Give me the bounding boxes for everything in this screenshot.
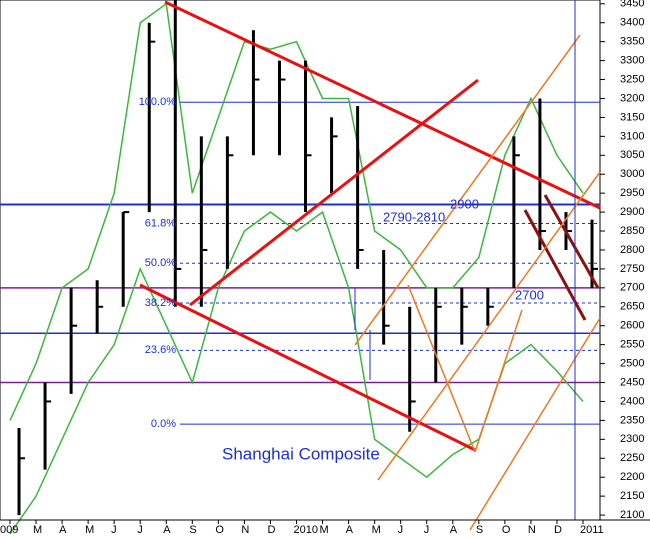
y-tick-label: 2150 xyxy=(620,490,644,502)
x-tick-label: S xyxy=(476,524,483,536)
y-tick-label: 2700 xyxy=(620,282,644,294)
chart-title: Shanghai Composite xyxy=(222,444,380,463)
y-tick-label: 2600 xyxy=(620,320,644,332)
x-tick-label: O xyxy=(215,524,224,536)
x-tick-label: D xyxy=(554,524,562,536)
x-tick-label: M xyxy=(372,524,381,536)
fib-label: 0.0% xyxy=(151,418,176,430)
x-tick-label: D xyxy=(267,524,275,536)
y-tick-label: 2850 xyxy=(620,225,644,237)
marks xyxy=(0,0,600,535)
x-tick-label: O xyxy=(502,524,511,536)
annotation: 2790-2810 xyxy=(383,209,445,224)
x-tick-label: M xyxy=(85,524,94,536)
y-tick-label: 3400 xyxy=(620,17,644,29)
x-tick-label: N xyxy=(241,524,249,536)
x-tick-label: J xyxy=(424,524,430,536)
y-tick-label: 3000 xyxy=(620,168,644,180)
y-tick-label: 2650 xyxy=(620,301,644,313)
x-tick-label: J xyxy=(111,524,117,536)
x-tick-label: 2010 xyxy=(294,524,318,536)
fib-label: 23.6% xyxy=(145,344,176,356)
y-tick-label: 2250 xyxy=(620,452,644,464)
x-tick-label: A xyxy=(346,524,354,536)
annotation: 2700 xyxy=(515,287,544,302)
x-tick-label: J xyxy=(137,524,143,536)
channel-line xyxy=(469,317,601,531)
y-tick-label: 3050 xyxy=(620,149,644,161)
y-tick-label: 2800 xyxy=(620,244,644,256)
x-tick-label: 009 xyxy=(0,524,18,536)
fib-label: 61.8% xyxy=(145,217,176,229)
y-tick-label: 2900 xyxy=(620,206,644,218)
y-tick-label: 3350 xyxy=(620,36,644,48)
x-tick-label: S xyxy=(189,524,196,536)
band-upper xyxy=(9,2,584,421)
y-tick-label: 2550 xyxy=(620,339,644,351)
plot-area xyxy=(0,0,601,521)
channel-line xyxy=(377,171,601,481)
trendline xyxy=(543,194,600,289)
y-tick-label: 2750 xyxy=(620,263,644,275)
x-tick-label: J xyxy=(398,524,404,536)
y-tick-label: 2500 xyxy=(620,357,644,369)
trendlines xyxy=(139,0,601,531)
y-tick-label: 3100 xyxy=(620,130,644,142)
fib-label: 38.2% xyxy=(145,297,176,309)
trendline xyxy=(164,0,601,210)
y-tick-label: 2200 xyxy=(620,471,644,483)
channel-line xyxy=(407,284,476,453)
fib-label: 50.0% xyxy=(145,257,176,269)
x-tick-label: M xyxy=(33,524,42,536)
y-tick-label: 3150 xyxy=(620,111,644,123)
y-tick-label: 3250 xyxy=(620,73,644,85)
channel-line xyxy=(354,34,581,346)
x-tick-label: M xyxy=(320,524,329,536)
x-tick-label: N xyxy=(528,524,536,536)
y-tick-label: 2350 xyxy=(620,414,644,426)
fib-label: 100.0% xyxy=(139,96,177,108)
y-tick-label: 3300 xyxy=(620,55,644,67)
x-tick-label: A xyxy=(59,524,67,536)
annotation: 2900 xyxy=(450,196,479,211)
y-tick-label: 3200 xyxy=(620,92,644,104)
y-tick-label: 2100 xyxy=(620,509,644,521)
trendline xyxy=(189,78,479,307)
x-tick-label: 2011 xyxy=(580,524,604,536)
y-tick-label: 2450 xyxy=(620,376,644,388)
y-tick-label: 2400 xyxy=(620,395,644,407)
y-tick-label: 2950 xyxy=(620,187,644,199)
x-tick-label: A xyxy=(163,524,171,536)
y-tick-label: 3450 xyxy=(620,0,644,10)
channel-line xyxy=(474,309,523,453)
x-tick-label: A xyxy=(450,524,458,536)
y-tick-label: 2300 xyxy=(620,433,644,445)
